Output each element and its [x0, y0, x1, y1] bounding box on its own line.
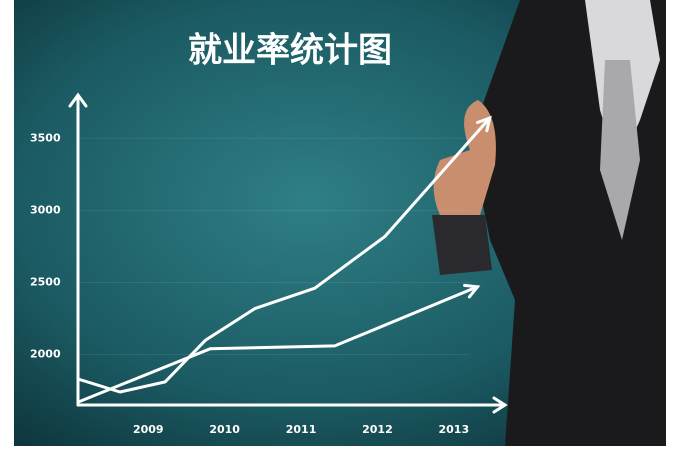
y-tick-label: 2000: [30, 348, 61, 361]
x-tick-label: 2011: [286, 423, 317, 436]
y-tick-label: 3000: [30, 203, 61, 216]
y-tick-label: 2500: [30, 275, 61, 288]
x-tick-label: 2013: [439, 423, 470, 436]
x-tick-label: 2009: [133, 423, 164, 436]
arrow-head: [475, 115, 492, 133]
y-tick-label: 3500: [30, 131, 61, 144]
data-line: [76, 116, 492, 394]
person: [432, 0, 666, 446]
x-tick-label: 2012: [362, 423, 393, 436]
x-tick-label: 2010: [209, 423, 240, 436]
axes: [68, 92, 508, 414]
data-line: [76, 285, 479, 404]
chart-title: 就业率统计图: [188, 31, 392, 71]
arrow-head: [463, 283, 481, 299]
